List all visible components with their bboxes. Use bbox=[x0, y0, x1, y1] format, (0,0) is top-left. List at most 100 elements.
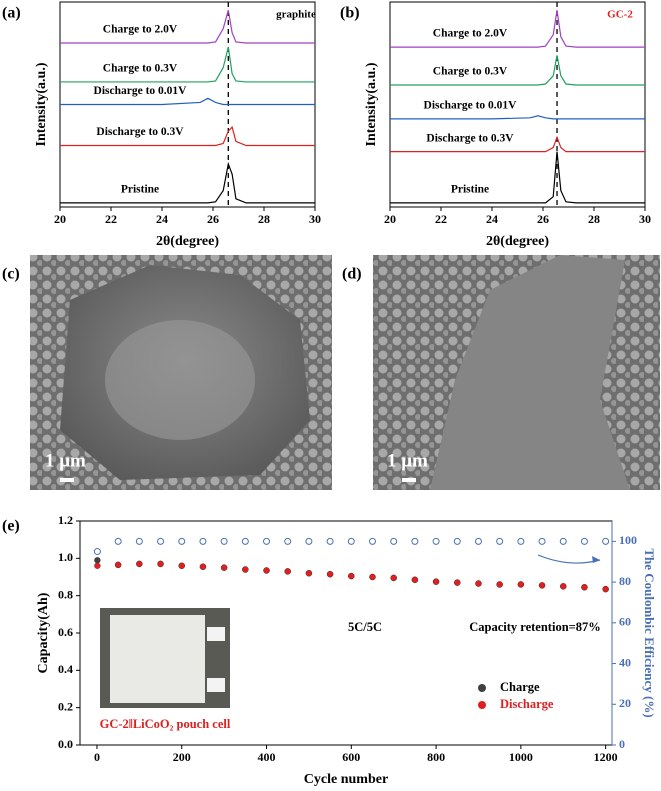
data-point bbox=[93, 548, 101, 556]
xrd-curve bbox=[60, 10, 315, 44]
annotation: 5C/5C bbox=[348, 620, 382, 634]
xrd-curve bbox=[390, 115, 645, 120]
data-point bbox=[347, 537, 355, 545]
data-point bbox=[178, 562, 185, 569]
data-point bbox=[559, 537, 567, 545]
y-axis-label: Capacity(Ah) bbox=[36, 592, 51, 673]
panel-label: (b) bbox=[340, 5, 360, 22]
data-point bbox=[326, 571, 334, 578]
data-point bbox=[220, 537, 228, 545]
data-point bbox=[496, 581, 503, 588]
data-point bbox=[581, 584, 588, 591]
x-tick-label: 600 bbox=[342, 750, 360, 764]
data-point bbox=[475, 580, 482, 587]
data-point bbox=[157, 537, 165, 545]
legend-label: Charge bbox=[500, 680, 540, 694]
curve-label: Charge to 2.0V bbox=[103, 24, 178, 36]
data-point bbox=[390, 574, 397, 582]
curve-label: Pristine bbox=[451, 184, 489, 196]
y2-tick-label: 60 bbox=[619, 615, 631, 629]
data-point bbox=[263, 537, 271, 545]
legend-marker bbox=[478, 701, 486, 709]
x-axis-label: 2θ(degree) bbox=[486, 234, 549, 249]
data-point bbox=[263, 567, 270, 574]
data-point bbox=[305, 537, 313, 545]
data-point bbox=[453, 537, 461, 545]
curve-label: Discharge to 0.3V bbox=[426, 132, 514, 144]
x-tick-label: 1000 bbox=[509, 750, 533, 764]
data-point bbox=[220, 564, 228, 571]
y-tick-label: 1.0 bbox=[58, 550, 73, 564]
xrd-curve bbox=[60, 125, 315, 147]
x-tick-label: 0 bbox=[94, 750, 100, 764]
annotation: graphite bbox=[276, 9, 316, 21]
pouch-cell-photo bbox=[100, 608, 230, 708]
scale-bar-label: 1 μm bbox=[45, 450, 86, 471]
y-tick-label: 0.6 bbox=[58, 625, 73, 639]
data-point bbox=[368, 537, 376, 545]
data-point bbox=[199, 563, 207, 570]
data-point bbox=[474, 537, 482, 545]
y2-tick-label: 80 bbox=[619, 574, 631, 588]
data-point bbox=[94, 557, 101, 564]
xrd-curve bbox=[60, 97, 315, 106]
data-point bbox=[241, 537, 249, 545]
y-axis-label: Intensity(a.u.) bbox=[34, 62, 49, 146]
data-point bbox=[114, 537, 122, 545]
data-point bbox=[411, 576, 419, 583]
data-point bbox=[305, 570, 313, 577]
xrd-curve bbox=[390, 55, 645, 86]
y-axis-label: Intensity(a.u.) bbox=[364, 62, 379, 146]
data-point bbox=[94, 562, 101, 569]
panel-label: (a) bbox=[2, 5, 21, 22]
curve-label: Discharge to 0.3V bbox=[96, 126, 184, 138]
y2-tick-label: 40 bbox=[619, 655, 631, 669]
curve-label: Discharge to 0.01V bbox=[424, 99, 518, 111]
data-point bbox=[432, 578, 440, 585]
annotation: GC-2 bbox=[607, 9, 633, 21]
sem-image-d bbox=[373, 255, 660, 490]
y2-tick-label: 100 bbox=[619, 533, 637, 547]
arrow-head bbox=[592, 556, 600, 563]
data-point bbox=[178, 537, 186, 545]
x-tick-label: 26 bbox=[537, 212, 549, 226]
data-point bbox=[326, 537, 334, 545]
curve-label: Charge to 0.3V bbox=[103, 63, 178, 75]
y-tick-label: 0.2 bbox=[58, 699, 73, 713]
annotation: GC-2ǁLiCoO₂ pouch cell bbox=[100, 717, 231, 731]
x-tick-label: 20 bbox=[384, 212, 396, 226]
data-point bbox=[199, 537, 207, 545]
y2-tick-label: 0 bbox=[619, 737, 625, 751]
data-point bbox=[115, 561, 122, 569]
y-tick-label: 0.0 bbox=[58, 737, 73, 751]
data-point bbox=[538, 582, 546, 589]
data-point bbox=[517, 537, 525, 545]
x-axis-label: 2θ(degree) bbox=[156, 234, 219, 249]
data-point bbox=[136, 560, 143, 568]
data-point bbox=[538, 537, 546, 545]
x-tick-label: 28 bbox=[588, 212, 600, 226]
sem-image-c bbox=[30, 255, 332, 490]
x-tick-label: 400 bbox=[258, 750, 276, 764]
scale-bar-label: 1 μm bbox=[387, 450, 428, 471]
y-tick-label: 0.8 bbox=[58, 587, 73, 601]
x-tick-label: 20 bbox=[54, 212, 66, 226]
curve-label: Charge to 0.3V bbox=[433, 66, 508, 78]
x-axis-label: Cycle number bbox=[304, 772, 388, 787]
xrd-curve bbox=[60, 46, 315, 83]
x-tick-label: 30 bbox=[309, 212, 321, 226]
x-tick-label: 22 bbox=[105, 212, 117, 226]
y2-axis-label: The Coulombic Efficiency (%) bbox=[642, 548, 657, 717]
annotation: Capacity retention=87% bbox=[469, 620, 601, 634]
data-point bbox=[284, 537, 292, 545]
data-point bbox=[560, 583, 567, 590]
curve-label: Pristine bbox=[121, 184, 159, 196]
data-point bbox=[411, 537, 419, 545]
xrd-curve bbox=[60, 161, 315, 204]
panel-label: (c) bbox=[2, 266, 20, 283]
legend-label: Discharge bbox=[500, 697, 554, 711]
data-point bbox=[602, 585, 609, 593]
xrd-curve bbox=[390, 135, 645, 153]
data-point bbox=[369, 573, 376, 581]
